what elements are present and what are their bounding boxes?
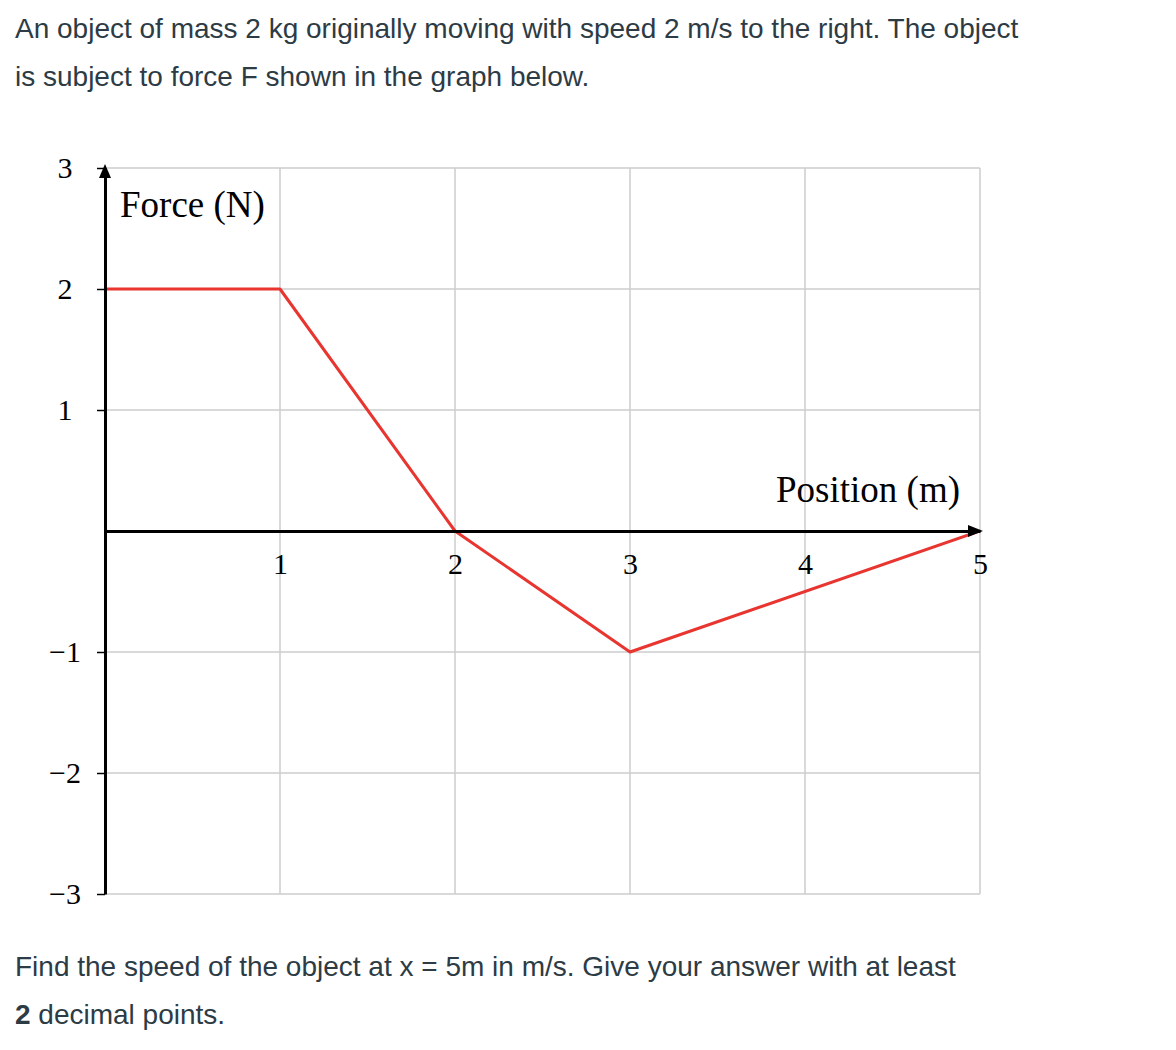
x-axis-line [106,530,981,533]
x-tick-label: 5 [973,547,988,580]
grid-line [105,651,980,653]
question-line: 2 decimal points. [15,999,225,1030]
x-tick-label: 3 [623,547,638,580]
plot-area [105,289,980,652]
x-axis: 1 2 3 4 5 [106,531,989,580]
y-tick-mark [97,289,105,291]
intro-line: An object of mass 2 kg originally moving… [15,13,1019,44]
x-tick: 3 [623,531,638,580]
y-tick-mark [97,410,105,412]
y-axis: −3 −2 −1 1 2 3 [49,151,105,910]
question-segment: 2 [15,999,31,1030]
intro-line: is subject to force F shown in the graph… [15,61,589,92]
y-tick-label: −2 [49,756,81,789]
y-tick: 1 [58,393,106,426]
y-tick: 3 [58,151,106,184]
grid [105,168,980,894]
y-tick: −1 [49,635,105,668]
y-tick-mark [97,652,105,654]
grid-line [105,893,980,895]
question-line: Find the speed of the object at x = 5m i… [15,951,956,982]
x-tick: 2 [448,531,463,580]
grid-line [105,409,980,411]
y-tick-label: −1 [49,635,81,668]
y-tick-mark [97,773,105,775]
x-tick: 4 [798,531,813,580]
x-tick: 1 [273,531,288,580]
y-tick-label: −3 [49,877,81,910]
x-arrow [968,525,983,537]
y-tick: −3 [49,877,105,910]
force-line [105,289,980,652]
y-tick-label: 2 [58,272,73,305]
chart: −3 −2 −1 1 2 3 1 2 3 4 5 Force (N) Position (m) [49,151,988,910]
y-tick: −2 [49,756,105,789]
y-tick-label: 1 [58,393,73,426]
question: Find the speed of the object at x = 5m i… [15,951,956,1030]
y-tick: 2 [58,272,106,305]
y-tick-label: 3 [58,151,73,184]
y-axis-title: Force (N) [120,184,265,226]
question-segment: decimal points. [31,999,226,1030]
x-axis-title: Position (m) [776,469,960,511]
page: An object of mass 2 kg originally moving… [0,0,1176,1050]
x-tick: 5 [973,531,988,580]
x-tick-label: 1 [273,547,288,580]
y-arrow [99,164,111,178]
intro: An object of mass 2 kg originally moving… [15,13,1019,92]
x-tick-label: 4 [798,547,813,580]
y-tick-mark [97,894,105,896]
grid-line [105,167,980,169]
x-tick-label: 2 [448,547,463,580]
question-segment: Find the speed of the object at x = 5m i… [15,951,956,982]
grid-line [105,772,980,774]
